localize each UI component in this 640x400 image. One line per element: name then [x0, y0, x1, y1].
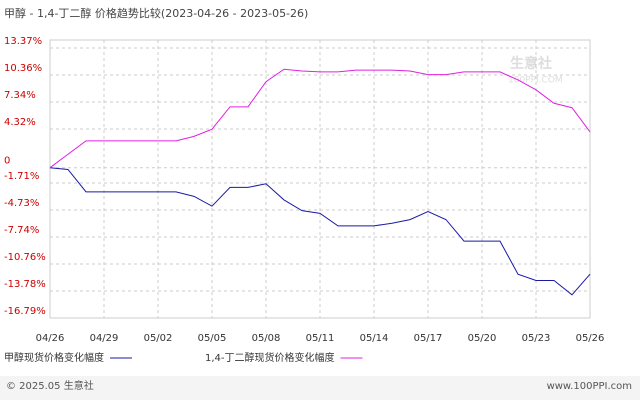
- y-tick-label: 4.32%: [4, 117, 36, 128]
- x-tick-label: 05/14: [360, 333, 389, 344]
- x-tick-label: 05/17: [414, 333, 443, 344]
- y-tick-label: 13.37%: [4, 36, 42, 47]
- y-tick-label: -4.73%: [4, 198, 39, 209]
- y-tick-label: -10.76%: [4, 252, 46, 263]
- x-tick-label: 05/02: [144, 333, 173, 344]
- y-tick-label: -1.71%: [4, 171, 39, 182]
- y-tick-label: 0: [4, 156, 10, 167]
- x-tick-label: 05/26: [576, 333, 605, 344]
- x-tick-label: 05/11: [306, 333, 335, 344]
- x-tick-label: 05/20: [468, 333, 497, 344]
- x-tick-label: 04/26: [36, 333, 65, 344]
- x-tick-label: 04/29: [90, 333, 119, 344]
- watermark: 生意社: [510, 55, 552, 72]
- legend-label: 甲醇现货价格变化幅度: [4, 351, 104, 364]
- footer-bar: [0, 376, 640, 400]
- series-line: [49, 167, 591, 296]
- y-tick-label: 10.36%: [4, 63, 42, 74]
- y-tick-label: -7.74%: [4, 225, 39, 236]
- x-tick-label: 05/23: [522, 333, 551, 344]
- legend-label: 1,4-丁二醇现货价格变化幅度: [205, 351, 335, 364]
- footer-copyright: © 2025.05 生意社: [6, 379, 94, 392]
- y-tick-label: -16.79%: [4, 306, 46, 317]
- x-tick-label: 05/08: [252, 333, 281, 344]
- series-line: [49, 68, 591, 169]
- footer-site: www.100PPI.com: [547, 381, 632, 392]
- y-tick-label: 7.34%: [4, 90, 36, 101]
- x-tick-label: 05/05: [198, 333, 227, 344]
- chart-title: 甲醇 - 1,4-丁二醇 价格趋势比较(2023-04-26 - 2023-05…: [4, 6, 308, 20]
- watermark-url: 100PPI.COM: [508, 76, 563, 86]
- y-tick-label: -13.78%: [4, 279, 46, 290]
